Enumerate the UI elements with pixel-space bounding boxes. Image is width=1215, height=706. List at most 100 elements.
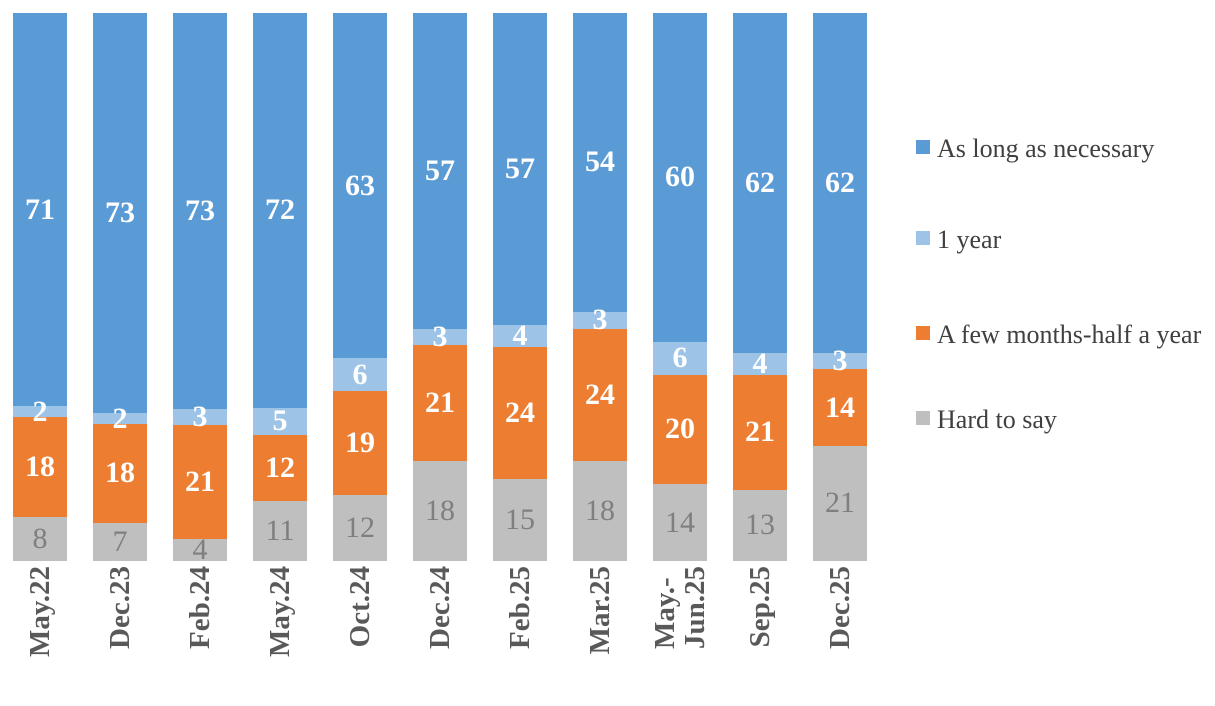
bar-segment — [413, 328, 467, 346]
data-label: 15 — [505, 502, 535, 536]
bar-segment — [333, 495, 387, 561]
data-label: 73 — [105, 196, 135, 230]
data-label: 21 — [185, 465, 215, 499]
data-label: 7 — [112, 524, 128, 558]
legend-swatch-icon — [916, 140, 930, 154]
bar-segment — [653, 13, 707, 342]
x-axis-category-label: Feb.25 — [504, 566, 588, 649]
x-axis-category-text: Dec.24 — [424, 566, 456, 649]
x-axis-category-label: Dec.25 — [824, 566, 908, 649]
bar-segment — [253, 407, 307, 435]
data-label: 3 — [192, 400, 208, 434]
data-label: 4 — [192, 533, 208, 567]
bar-segment — [493, 13, 547, 326]
bar-segment — [13, 13, 67, 406]
data-label: 14 — [665, 505, 695, 539]
data-label: 12 — [265, 450, 295, 484]
legend-label: Hard to say — [937, 405, 1057, 434]
bar-segment — [413, 345, 467, 462]
x-axis-category-text: Sep.25 — [744, 566, 776, 648]
data-label: 72 — [265, 193, 295, 227]
bar-segment — [13, 417, 67, 517]
x-axis-category-text: May.24 — [264, 566, 296, 658]
x-axis-category-label: Sep.25 — [744, 566, 826, 647]
data-label: 3 — [432, 319, 448, 353]
legend-label: 1 year — [937, 225, 1002, 254]
bar-segment — [173, 539, 227, 561]
x-axis-category-text: Feb.25 — [504, 566, 536, 649]
data-label: 62 — [825, 165, 855, 199]
x-axis-category-label: May.24 — [264, 566, 356, 657]
bar-segment — [813, 369, 867, 446]
data-label: 5 — [272, 404, 288, 438]
bar-segment — [253, 13, 307, 408]
data-label: 62 — [745, 165, 775, 199]
bar-segment — [13, 516, 67, 561]
x-axis-category-label: May.22 — [24, 566, 116, 657]
bar-segment — [573, 328, 627, 462]
bar-segment — [413, 13, 467, 329]
legend-label: As long as necessary — [937, 134, 1155, 163]
data-label: 20 — [665, 412, 695, 446]
bar-segment — [573, 311, 627, 329]
data-label: 6 — [672, 341, 688, 375]
bar-segment — [413, 461, 467, 561]
bar-segment — [93, 522, 147, 561]
data-label: 18 — [425, 494, 455, 528]
legend-label: A few months-half a year — [937, 320, 1202, 349]
data-label: 13 — [745, 508, 775, 542]
bar-segment — [173, 13, 227, 410]
bar-segment — [653, 374, 707, 485]
bar-segment — [93, 13, 147, 414]
x-axis-category-label: Dec.23 — [104, 566, 188, 649]
x-axis-category-label: May.- Jun.25 — [649, 566, 733, 649]
data-label: 18 — [25, 449, 55, 483]
data-label: 57 — [425, 153, 455, 187]
x-axis-category-label: Feb.24 — [184, 566, 268, 649]
data-label: 21 — [425, 386, 455, 420]
data-label: 57 — [505, 152, 535, 186]
data-label: 18 — [585, 494, 615, 528]
x-axis-category-text: Dec.25 — [824, 566, 856, 649]
bar-segment — [813, 445, 867, 561]
data-label: 12 — [345, 511, 375, 545]
bar-segment — [493, 325, 547, 348]
bar-segment — [733, 13, 787, 353]
bar-segment — [93, 413, 147, 424]
bar-segment — [13, 406, 67, 418]
data-label: 2 — [32, 394, 48, 428]
data-label: 24 — [585, 377, 615, 411]
data-label: 63 — [345, 168, 375, 202]
bar-segment — [93, 424, 147, 523]
legend-item: A few months-half a year — [916, 318, 1215, 351]
data-label: 6 — [352, 357, 368, 391]
bar-segment — [733, 352, 787, 375]
data-label: 14 — [825, 390, 855, 424]
plot-area: 8 18 2 71 7 18 2 73 4 21 3 73 11 12 5 72 12 19 6 63 18 21 3 57 1… — [13, 13, 867, 567]
data-label: 11 — [265, 513, 295, 547]
bar-segment — [653, 484, 707, 561]
x-axis-category-text: May.22 — [24, 566, 56, 658]
data-label: 19 — [345, 426, 375, 460]
x-axis-category-text: Oct.24 — [344, 566, 376, 648]
legend-item: As long as necessary — [916, 132, 1215, 165]
bar-segment — [733, 374, 787, 490]
bar-segment — [173, 425, 227, 540]
legend-item: Hard to say — [916, 403, 1215, 436]
data-label: 54 — [585, 145, 615, 179]
legend-swatch-icon — [916, 231, 930, 245]
bar-segment — [813, 352, 867, 370]
data-label: 2 — [112, 401, 128, 435]
bar-segment — [573, 461, 627, 561]
bar-segment — [173, 409, 227, 426]
data-label: 24 — [505, 396, 535, 430]
x-axis-category-label: Dec.24 — [424, 566, 508, 649]
data-label: 21 — [745, 415, 775, 449]
bar-segment — [813, 13, 867, 353]
data-label: 18 — [105, 456, 135, 490]
bar-segment — [733, 489, 787, 561]
bar-segment — [573, 13, 627, 312]
legend-item: 1 year — [916, 223, 1215, 256]
bar-segment — [253, 434, 307, 501]
